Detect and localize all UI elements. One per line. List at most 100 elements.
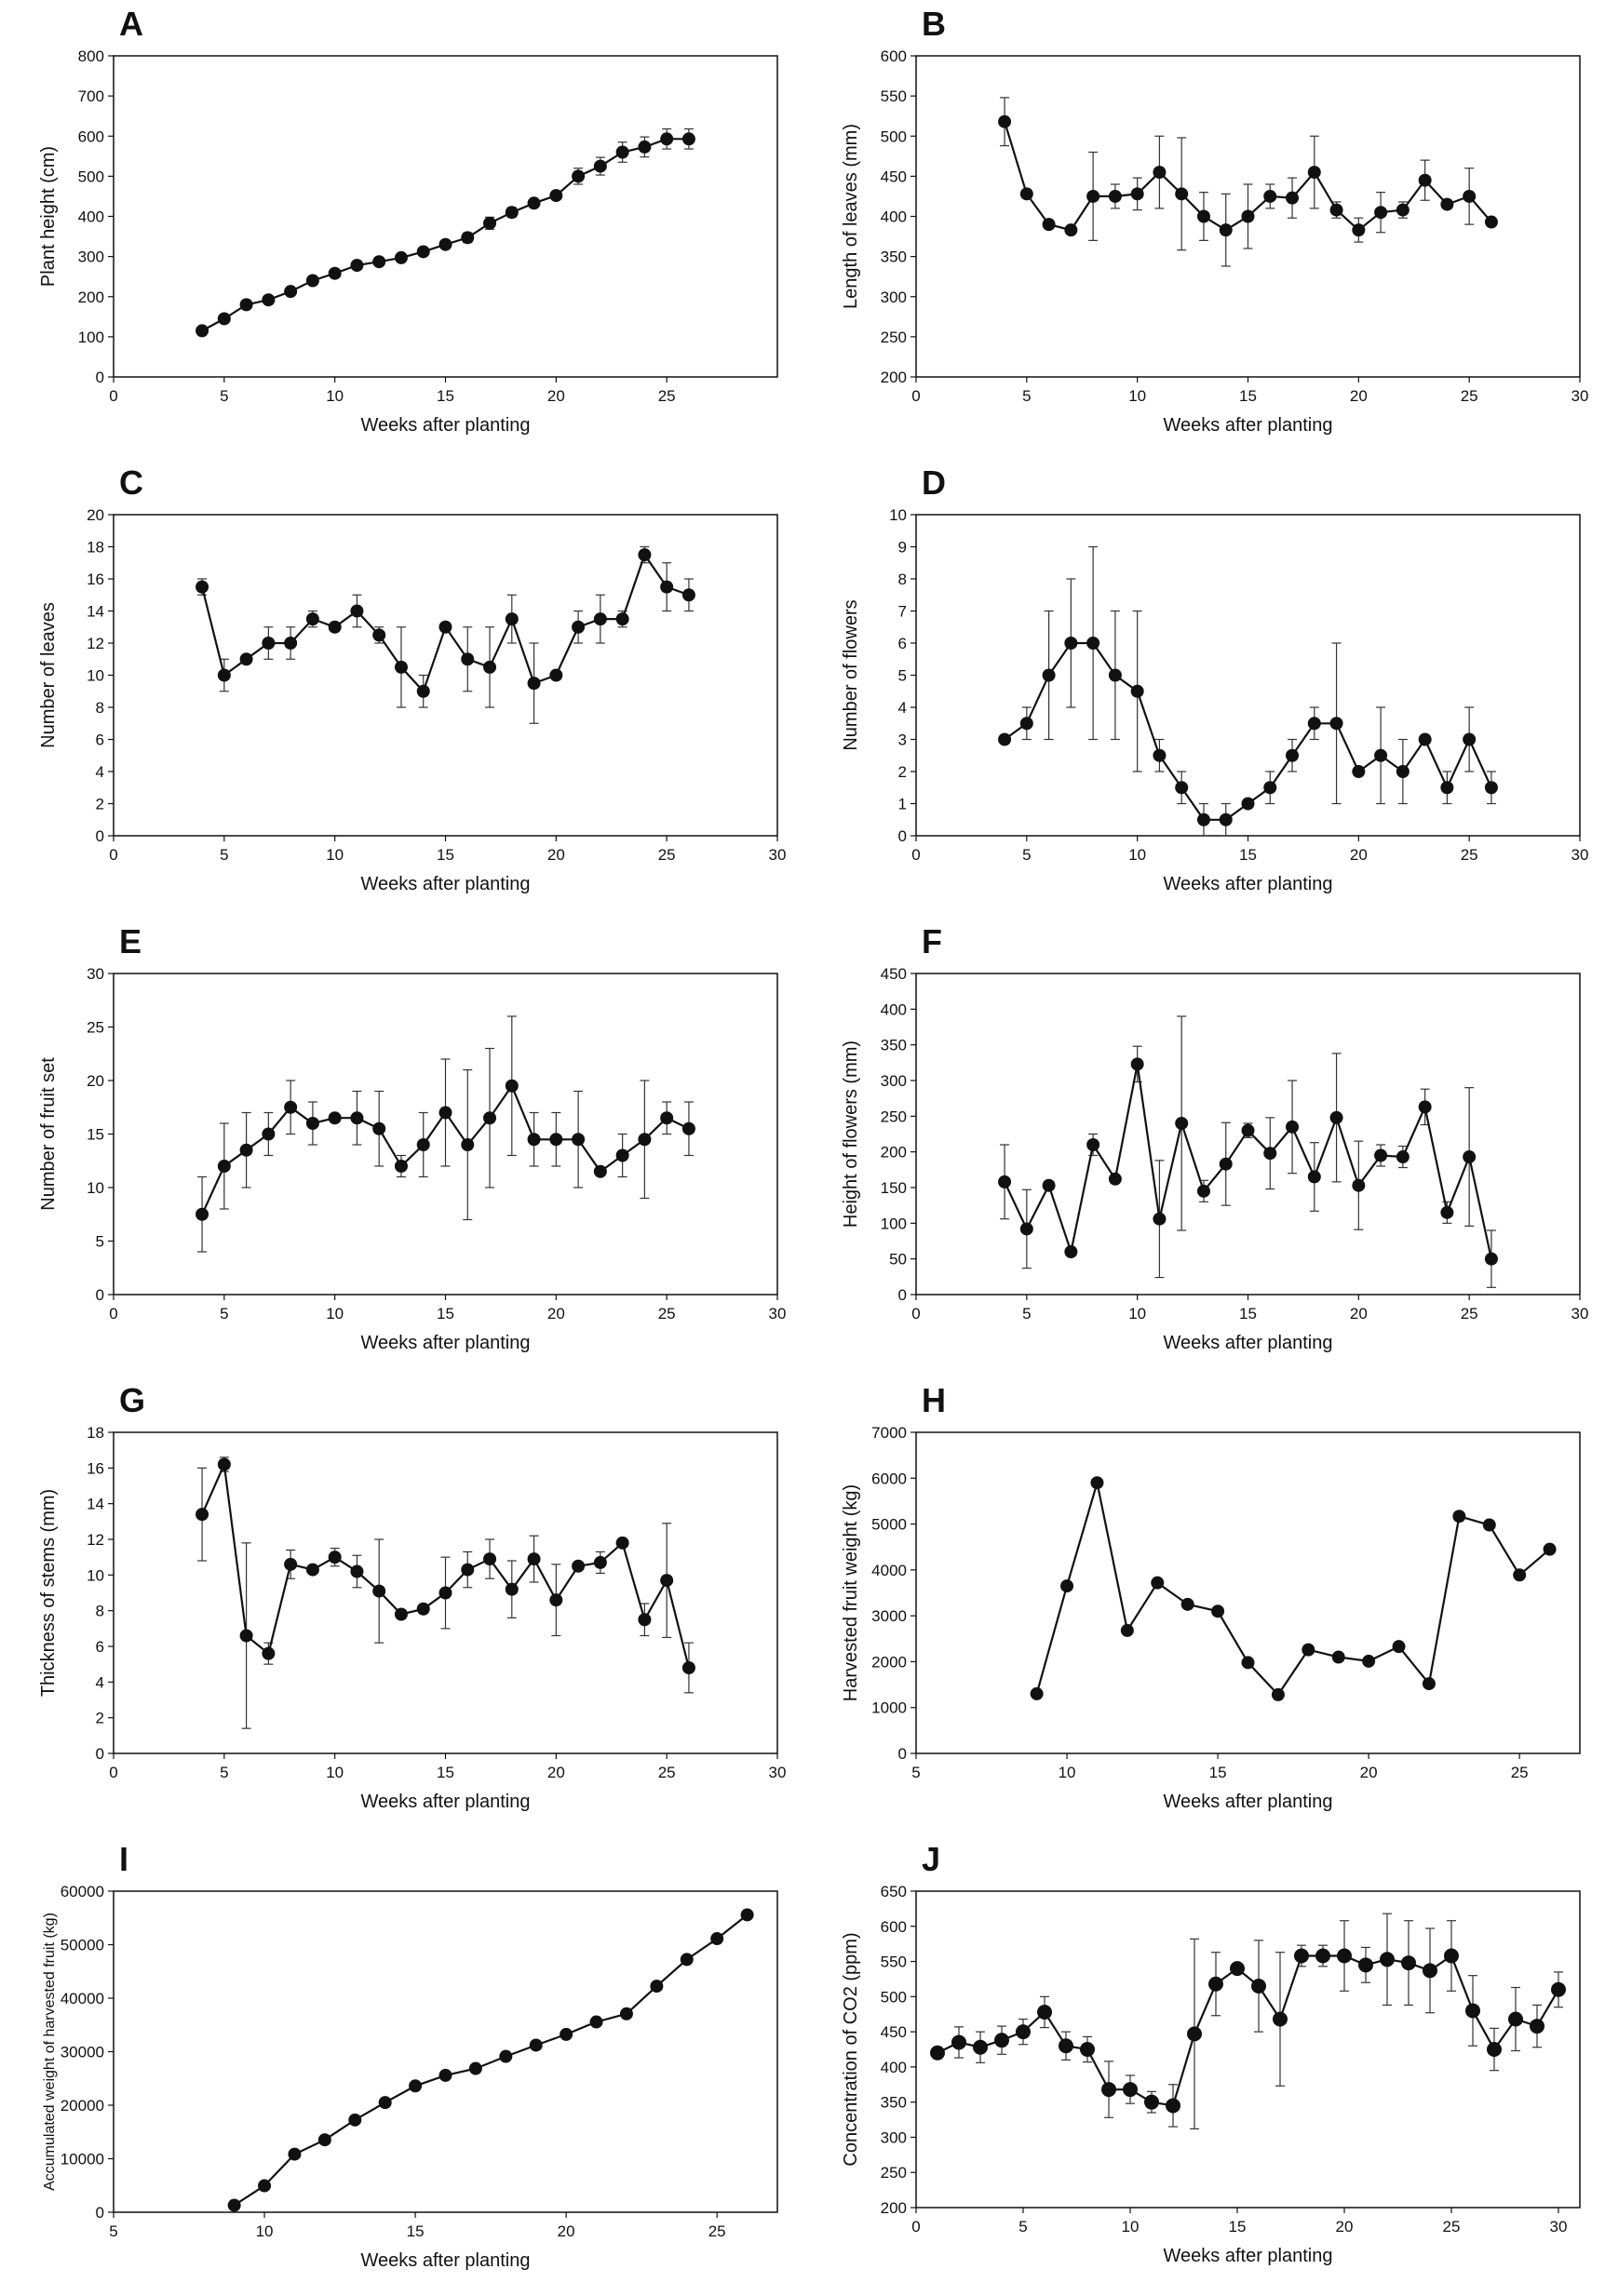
- y-tick-label: 0: [96, 827, 104, 845]
- y-tick-label: 50000: [61, 1937, 104, 1954]
- x-tick-label: 15: [1239, 387, 1257, 405]
- y-tick-label: 40000: [61, 1990, 104, 2007]
- x-tick-label: 15: [437, 387, 454, 405]
- data-point: [196, 580, 209, 594]
- y-tick-label: 3: [898, 732, 907, 749]
- x-tick-label: 25: [708, 2222, 726, 2240]
- data-point: [951, 2034, 966, 2050]
- plot-area: [915, 514, 1581, 837]
- y-tick-label: 100: [881, 1215, 907, 1232]
- y-axis-title: Plant height (cm): [38, 146, 59, 287]
- x-tick-label: 0: [109, 387, 117, 405]
- series-line: [1035, 1482, 1551, 1697]
- y-tick-label: 18: [87, 1424, 104, 1442]
- data-point: [650, 1980, 664, 1994]
- data-point: [217, 312, 231, 326]
- data-point: [1374, 1148, 1388, 1162]
- panel-g: G 0 2 4 6 8 10 12 14 16 18 0 5 10 15 20 25 30 Weeks after …: [0, 1376, 802, 1835]
- data-point: [1101, 2082, 1116, 2098]
- data-point: [416, 1602, 430, 1616]
- y-tick-label: 14: [87, 1496, 104, 1513]
- data-point: [350, 1111, 364, 1125]
- y-tick-label: 7: [898, 603, 907, 621]
- data-point: [483, 216, 497, 230]
- panel-letter: A: [119, 5, 143, 43]
- x-tick-label: 20: [1360, 1764, 1378, 1781]
- data-point: [681, 1661, 695, 1674]
- y-tick-label: 30000: [61, 2044, 104, 2061]
- data-point: [196, 1207, 209, 1221]
- data-point: [1230, 1961, 1245, 1977]
- x-tick-label: 0: [911, 1305, 920, 1323]
- x-tick-label: 0: [109, 846, 117, 864]
- data-point: [680, 1953, 694, 1967]
- data-point: [1130, 1057, 1144, 1071]
- x-tick-label: 15: [1209, 1764, 1227, 1781]
- y-tick-label: 20: [87, 506, 104, 524]
- x-tick-label: 30: [769, 1764, 787, 1781]
- data-point: [1241, 1656, 1255, 1670]
- chart-j: J 200 250 300 350 400 450 500 550 600 650 0 5 10 15 20 2…: [841, 1840, 1581, 2266]
- data-point: [1263, 1147, 1277, 1161]
- data-point: [461, 1138, 475, 1151]
- data-point: [461, 652, 475, 666]
- x-tick-label: 10: [256, 2222, 274, 2240]
- data-point: [317, 2133, 331, 2147]
- x-tick-label: 0: [109, 1305, 117, 1323]
- y-tick-label: 10: [889, 506, 907, 524]
- data-point: [1219, 1157, 1233, 1171]
- data-point: [1482, 1518, 1496, 1532]
- data-point: [1059, 2038, 1073, 2054]
- data-point: [1484, 1252, 1498, 1266]
- x-tick-label: 30: [1571, 1305, 1589, 1323]
- data-point: [468, 2061, 482, 2075]
- data-point: [1263, 781, 1277, 795]
- data-point: [350, 259, 364, 273]
- data-point: [1396, 203, 1409, 217]
- x-tick-label: 30: [769, 846, 787, 864]
- y-tick-label: 16: [87, 571, 104, 588]
- data-point: [1331, 1650, 1345, 1664]
- data-point: [1452, 1510, 1466, 1524]
- y-tick-label: 25: [87, 1019, 104, 1037]
- series-line: [234, 1913, 749, 2207]
- y-tick-label: 600: [78, 128, 104, 145]
- x-tick-label: 5: [1022, 846, 1031, 864]
- data-point: [1307, 166, 1321, 180]
- data-point: [1064, 637, 1078, 650]
- data-point: [1551, 1981, 1566, 1997]
- chart-d: D 0 1 2 3 4 5 6 7 8 9 10 0 5 10 15 20 25 30 Weeks after pla…: [841, 463, 1588, 894]
- data-point: [328, 1551, 342, 1564]
- data-point: [1151, 1576, 1165, 1590]
- y-tick-label: 0: [898, 1286, 907, 1304]
- data-point: [1042, 218, 1056, 232]
- panel-f: F 0 50 100 150 200 250 300 350 400 450 0 5 10 15 20 25 30…: [802, 918, 1605, 1376]
- data-point: [239, 1629, 253, 1643]
- x-axis-title: Weeks after planting: [1164, 415, 1333, 436]
- data-point: [615, 1536, 629, 1550]
- data-point: [740, 1908, 754, 1922]
- x-tick-label: 15: [437, 1305, 454, 1323]
- data-point: [593, 159, 607, 173]
- data-point: [1392, 1640, 1406, 1654]
- data-point: [284, 1557, 298, 1571]
- data-point: [262, 293, 276, 307]
- data-point: [1396, 1150, 1409, 1164]
- panel-letter: G: [119, 1381, 145, 1419]
- x-tick-label: 5: [220, 1764, 228, 1781]
- data-point: [1130, 684, 1144, 698]
- data-point: [505, 1582, 519, 1596]
- chart-g: G 0 2 4 6 8 10 12 14 16 18 0 5 10 15 20 25 30 Weeks after …: [38, 1381, 787, 1812]
- x-tick-label: 25: [1511, 1764, 1529, 1781]
- data-point: [593, 612, 607, 626]
- y-tick-label: 6: [898, 635, 907, 652]
- data-point: [394, 250, 408, 264]
- data-point: [619, 2007, 633, 2021]
- y-tick-label: 650: [881, 1883, 907, 1900]
- data-point: [638, 548, 652, 562]
- data-point: [1513, 1568, 1527, 1582]
- x-tick-label: 15: [1239, 1305, 1257, 1323]
- data-point: [1037, 2004, 1052, 2020]
- data-point: [1019, 717, 1033, 731]
- data-point: [1153, 1212, 1167, 1226]
